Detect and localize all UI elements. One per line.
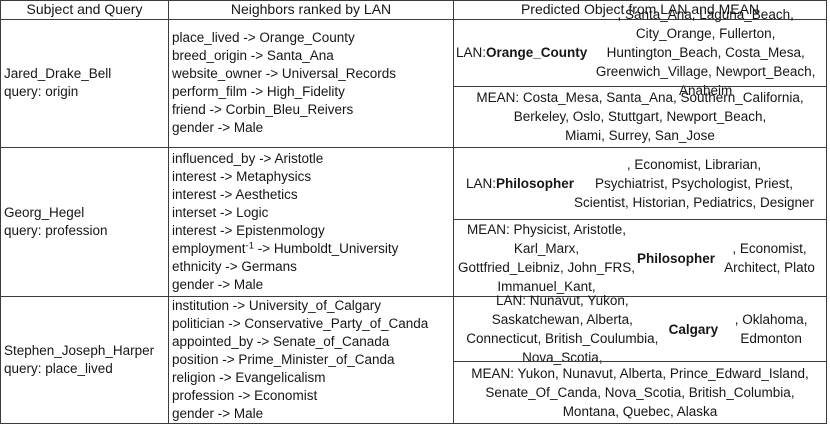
neighbors-cell: place_lived -> Orange_County breed_origin… (168, 19, 453, 147)
lan-prediction: LAN: Philosopher, Economist, Librarian, P… (465, 157, 815, 210)
subject-cell: Georg_Hegel query: profession (1, 148, 168, 296)
neighbors-cell: influenced_by -> Aristotle interest -> Me… (168, 148, 453, 296)
neighbors-list: place_lived -> Orange_County breed_origin… (172, 30, 396, 136)
subject-name: Georg_Hegel (4, 205, 85, 220)
prediction-cell: LAN: Orange_County, Santa_Ana, Laguna_Be… (453, 7, 826, 147)
prediction-cell: LAN: Philosopher, Economist, Librarian, P… (453, 148, 826, 296)
header-subject-query: Subject and Query (26, 1, 143, 18)
table-row: Stephen_Joseph_Harper query: place_lived… (1, 293, 826, 423)
mean-prediction: MEAN: Yukon, Nunavut, Alberta, Prince_Ed… (454, 361, 826, 423)
lan-prediction: LAN: Orange_County, Santa_Ana, Laguna_Be… (456, 7, 816, 99)
mean-prediction: MEAN: Costa_Mesa, Santa_Ana, Southern_Ca… (454, 85, 826, 147)
prediction-cell: LAN: Nunavut, Yukon, Saskatchewan, Alber… (453, 293, 826, 423)
subject-cell: Stephen_Joseph_Harper query: place_lived (1, 297, 168, 423)
lan-prediction: LAN: Nunavut, Yukon, Saskatchewan, Alber… (466, 293, 808, 365)
neighbors-list: influenced_by -> Aristotle interest -> Me… (172, 151, 399, 292)
mean-prediction: MEAN: Physicist, Aristotle, Karl_Marx, Go… (454, 219, 826, 296)
header-neighbors: Neighbors ranked by LAN (168, 1, 453, 19)
neighbors-cell: institution -> University_of_Calgary poli… (168, 297, 453, 423)
table-row: Jared_Drake_Bell query: origin place_liv… (1, 7, 826, 148)
header-predicted-object: Predicted Object from LAN and MEAN (453, 1, 826, 19)
subject-name: Jared_Drake_Bell (4, 66, 112, 82)
neighbors-list: institution -> University_of_Calgary poli… (172, 298, 429, 421)
subject-query: query: origin (4, 84, 79, 100)
subject-cell: Jared_Drake_Bell query: origin (1, 20, 168, 147)
subject-query: query: place_lived (4, 361, 113, 376)
header-row: Subject and Query Neighbors ranked by LA… (1, 1, 826, 20)
table-row: Georg_Hegel query: profession influenced… (1, 148, 826, 297)
subject-name: Stephen_Joseph_Harper (4, 343, 155, 358)
subject-query: query: profession (4, 223, 108, 238)
